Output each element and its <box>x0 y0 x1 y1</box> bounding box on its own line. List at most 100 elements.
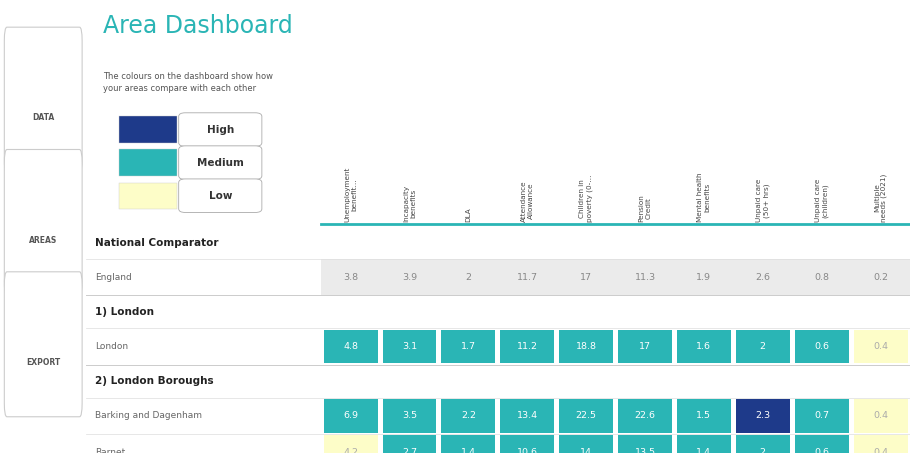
Bar <box>321 259 910 295</box>
Bar <box>854 330 907 363</box>
Bar <box>618 435 672 453</box>
Bar <box>559 435 613 453</box>
Text: High: High <box>207 125 234 135</box>
FancyBboxPatch shape <box>178 146 262 179</box>
Text: 0.4: 0.4 <box>873 342 888 351</box>
Text: 2.2: 2.2 <box>460 411 476 420</box>
Bar <box>441 435 495 453</box>
Text: England: England <box>95 273 131 282</box>
Text: 22.5: 22.5 <box>576 411 597 420</box>
Text: 11.7: 11.7 <box>517 273 538 282</box>
Text: Unpaid care
(children): Unpaid care (children) <box>815 178 828 222</box>
Bar <box>794 435 849 453</box>
Bar <box>324 435 378 453</box>
Text: Attendance
Allowance: Attendance Allowance <box>521 180 534 222</box>
Bar <box>119 183 177 209</box>
Bar <box>677 399 731 433</box>
Text: 0.6: 0.6 <box>814 342 829 351</box>
Text: 1) London: 1) London <box>95 307 154 317</box>
Text: AREAS: AREAS <box>29 236 57 245</box>
Bar <box>382 435 437 453</box>
Text: 2: 2 <box>465 273 471 282</box>
Text: Pension
Credit: Pension Credit <box>639 194 652 222</box>
Text: DATA: DATA <box>32 113 55 122</box>
Text: Children in
poverty (0-…: Children in poverty (0-… <box>580 174 593 222</box>
Bar <box>324 399 378 433</box>
Text: Incapacity
benefits: Incapacity benefits <box>403 185 416 222</box>
Text: 0.4: 0.4 <box>873 411 888 420</box>
Text: Low: Low <box>208 191 232 201</box>
Bar <box>324 330 378 363</box>
Bar <box>441 399 495 433</box>
Text: 22.6: 22.6 <box>634 411 655 420</box>
Text: National Comparator: National Comparator <box>95 237 218 248</box>
Bar <box>618 399 672 433</box>
Text: The colours on the dashboard show how
your areas compare with each other: The colours on the dashboard show how yo… <box>103 72 273 93</box>
Text: 2: 2 <box>760 448 766 453</box>
Bar <box>501 330 554 363</box>
Text: Barking and Dagenham: Barking and Dagenham <box>95 411 202 420</box>
Bar <box>736 330 790 363</box>
Text: 0.7: 0.7 <box>814 411 829 420</box>
Text: Mental health
benefits: Mental health benefits <box>697 173 711 222</box>
Bar <box>559 330 613 363</box>
Text: Unpaid care
(50+ hrs): Unpaid care (50+ hrs) <box>756 178 770 222</box>
Bar <box>119 149 177 176</box>
Text: 1.6: 1.6 <box>696 342 712 351</box>
Text: Multiple
needs (2021): Multiple needs (2021) <box>874 173 887 222</box>
Text: Area Dashboard: Area Dashboard <box>103 14 293 38</box>
Bar <box>618 330 672 363</box>
Text: 2.6: 2.6 <box>755 273 770 282</box>
FancyBboxPatch shape <box>5 272 82 417</box>
Text: 18.8: 18.8 <box>576 342 597 351</box>
Text: 3.9: 3.9 <box>402 273 417 282</box>
Bar <box>501 435 554 453</box>
Bar <box>382 330 437 363</box>
Text: 1.5: 1.5 <box>696 411 712 420</box>
FancyBboxPatch shape <box>5 27 82 172</box>
Text: Medium: Medium <box>197 158 244 168</box>
Text: 1.9: 1.9 <box>696 273 712 282</box>
Bar <box>854 399 907 433</box>
Text: 0.8: 0.8 <box>814 273 829 282</box>
Bar <box>794 330 849 363</box>
Text: Unemployment
benefit…: Unemployment benefit… <box>344 167 357 222</box>
Text: 3.5: 3.5 <box>402 411 417 420</box>
Bar <box>119 116 177 143</box>
Text: 0.4: 0.4 <box>873 448 888 453</box>
FancyBboxPatch shape <box>5 149 82 294</box>
Text: 13.4: 13.4 <box>517 411 538 420</box>
Text: 11.3: 11.3 <box>634 273 655 282</box>
Text: 2.3: 2.3 <box>755 411 771 420</box>
Bar <box>854 435 907 453</box>
Bar <box>382 399 437 433</box>
Text: 1.7: 1.7 <box>460 342 476 351</box>
Text: 3.8: 3.8 <box>343 273 359 282</box>
Bar <box>677 435 731 453</box>
Text: 1.4: 1.4 <box>696 448 712 453</box>
Text: London: London <box>95 342 127 351</box>
FancyBboxPatch shape <box>178 179 262 212</box>
FancyBboxPatch shape <box>178 113 262 146</box>
Text: 2: 2 <box>760 342 766 351</box>
Text: 17: 17 <box>581 273 592 282</box>
Text: 14: 14 <box>581 448 592 453</box>
Text: Barnet: Barnet <box>95 448 125 453</box>
Text: 10.6: 10.6 <box>517 448 538 453</box>
Text: 1.4: 1.4 <box>460 448 476 453</box>
Bar <box>736 399 790 433</box>
Bar <box>736 435 790 453</box>
Text: 17: 17 <box>639 342 651 351</box>
Bar <box>501 399 554 433</box>
Text: DLA: DLA <box>465 207 471 222</box>
Text: 13.5: 13.5 <box>634 448 655 453</box>
Text: 0.2: 0.2 <box>873 273 888 282</box>
Bar <box>677 330 731 363</box>
Text: 2) London Boroughs: 2) London Boroughs <box>95 376 213 386</box>
Text: 2.7: 2.7 <box>402 448 417 453</box>
Text: 3.1: 3.1 <box>402 342 417 351</box>
Text: 6.9: 6.9 <box>343 411 359 420</box>
Text: 11.2: 11.2 <box>517 342 538 351</box>
Text: EXPORT: EXPORT <box>26 358 60 367</box>
Text: 4.8: 4.8 <box>343 342 359 351</box>
